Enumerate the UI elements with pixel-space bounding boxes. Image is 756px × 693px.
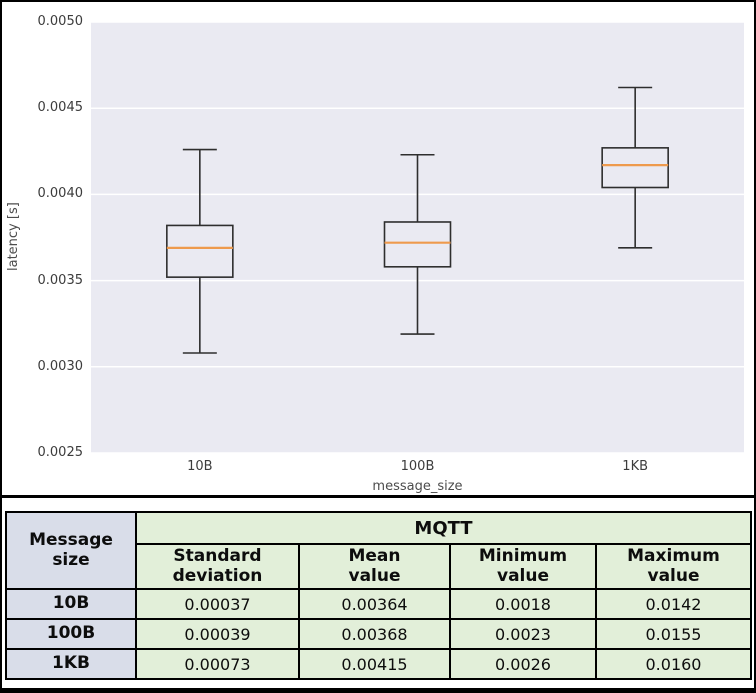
table-row: 100B 0.00039 0.00368 0.0023 0.0155 [5, 618, 752, 650]
boxplot-svg [91, 22, 744, 453]
iqr-box [166, 224, 234, 278]
col-header-mean: Mean value [298, 543, 451, 590]
cell-1kb-std: 0.00073 [135, 648, 300, 680]
cell-1kb-min: 0.0026 [449, 648, 597, 680]
x-tick-label: 1KB [622, 459, 649, 474]
section-divider [2, 495, 754, 498]
row-label-100b: 100B [5, 618, 137, 650]
iqr-box [383, 221, 452, 268]
x-tick-label: 10B [187, 459, 213, 474]
group-header-mqtt: MQTT [135, 511, 752, 545]
cell-100b-std: 0.00039 [135, 618, 300, 650]
col-header-min: Minimum value [449, 543, 597, 590]
cell-100b-min: 0.0023 [449, 618, 597, 650]
y-tick-label: 0.0035 [37, 272, 84, 288]
x-axis-label: message_size [372, 479, 463, 494]
y-axis-ticks: 0.0025 0.0030 0.0035 0.0040 0.0045 0.0050 [2, 2, 84, 688]
col-header-std-dev: Standard deviation [135, 543, 300, 590]
cell-1kb-max: 0.0160 [595, 648, 752, 680]
y-tick-label: 0.0050 [37, 14, 84, 29]
cell-100b-max: 0.0155 [595, 618, 752, 650]
table-row: 10B 0.00037 0.00364 0.0018 0.0142 [5, 588, 752, 620]
corner-header: Message size [5, 511, 137, 590]
mqtt-stats-table: Message size MQTT Standard deviation Mea… [5, 511, 752, 680]
cell-10b-mean: 0.00364 [298, 588, 451, 620]
x-axis-ticks: 10B 100B 1KB [91, 459, 744, 475]
iqr-box [601, 147, 669, 189]
cell-10b-min: 0.0018 [449, 588, 597, 620]
y-tick-label: 0.0025 [37, 445, 84, 460]
plot-area [91, 22, 744, 453]
row-label-10b: 10B [5, 588, 137, 620]
cell-10b-std: 0.00037 [135, 588, 300, 620]
cell-1kb-mean: 0.00415 [298, 648, 451, 680]
y-tick-label: 0.0040 [37, 186, 84, 202]
row-label-1kb: 1KB [5, 648, 137, 680]
table-row: 1KB 0.00073 0.00415 0.0026 0.0160 [5, 648, 752, 680]
cell-100b-mean: 0.00368 [298, 618, 451, 650]
y-tick-label: 0.0030 [37, 358, 84, 374]
x-tick-label: 100B [400, 459, 435, 474]
col-header-max: Maximum value [595, 543, 752, 590]
y-tick-label: 0.0045 [37, 100, 84, 116]
cell-10b-max: 0.0142 [595, 588, 752, 620]
stats-table-wrapper: Message size MQTT Standard deviation Mea… [5, 511, 752, 680]
